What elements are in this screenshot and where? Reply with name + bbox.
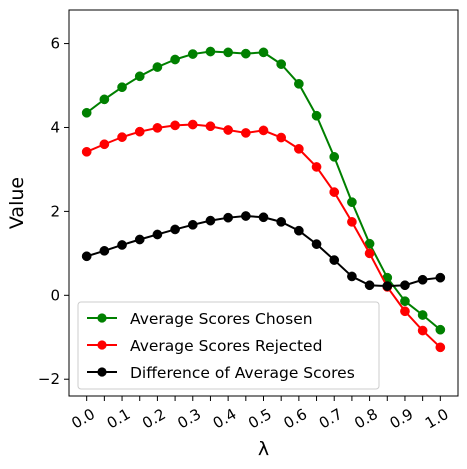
legend-entry-1: Average Scores Chosen (130, 310, 313, 328)
data-point (294, 225, 304, 236)
data-point (223, 47, 233, 58)
legend-marker-1 (97, 313, 107, 323)
data-point (187, 119, 198, 130)
data-point (240, 128, 251, 138)
data-point (152, 123, 163, 133)
data-point (152, 229, 163, 240)
data-point (240, 48, 251, 59)
data-point (134, 234, 145, 245)
y-axis-ticks: −2 0 2 4 6 (38, 35, 69, 388)
data-point (81, 146, 92, 157)
data-point (258, 47, 269, 58)
x-axis-label: λ (258, 438, 269, 460)
data-point (347, 217, 357, 227)
data-point (170, 120, 180, 131)
data-point (117, 132, 127, 142)
data-point (311, 162, 322, 172)
data-point (329, 187, 340, 197)
data-point (223, 125, 233, 135)
data-point (187, 49, 198, 59)
data-point (311, 110, 322, 121)
data-point (152, 62, 163, 72)
data-point (329, 255, 340, 265)
x-tick-label: 0.4 (210, 405, 240, 433)
data-point (435, 272, 446, 283)
x-tick-label: 0.0 (68, 405, 98, 433)
data-point (170, 54, 180, 65)
data-point (400, 280, 410, 291)
data-point (223, 212, 233, 223)
data-point (382, 281, 393, 291)
data-point (99, 139, 110, 150)
data-point (276, 132, 287, 143)
data-point (117, 240, 127, 250)
x-tick-label: 0.1 (104, 405, 134, 433)
data-point (99, 94, 110, 105)
data-point (99, 245, 110, 256)
data-point (276, 59, 287, 69)
data-point (134, 71, 145, 82)
data-point (205, 215, 216, 226)
data-point (435, 342, 446, 353)
data-point (205, 121, 216, 132)
data-point (347, 271, 357, 282)
y-tick-label: 4 (50, 118, 60, 136)
legend-box (77, 301, 380, 390)
data-point (435, 324, 446, 335)
data-point (276, 217, 287, 227)
data-point (117, 82, 127, 93)
data-point (400, 296, 410, 307)
y-tick-label: −2 (38, 370, 60, 388)
y-tick-label: 6 (50, 35, 60, 53)
data-point (240, 211, 251, 221)
series-2 (81, 119, 446, 353)
plot-area (81, 46, 446, 353)
y-tick-label: 2 (50, 202, 60, 220)
legend-entry-2: Average Scores Rejected (130, 337, 322, 355)
data-point (258, 212, 269, 223)
x-axis-ticks: 0.0 0.1 0.2 0.3 0.4 0.5 0.6 0.7 0.8 0.9 1.0 (68, 396, 452, 433)
data-point (364, 280, 375, 291)
legend-entry-3: Difference of Average Scores (130, 364, 355, 382)
series-3 (81, 211, 446, 291)
x-tick-label: 1.0 (422, 405, 452, 433)
x-tick-label: 0.3 (174, 405, 204, 433)
data-point (134, 126, 145, 137)
data-point (364, 248, 375, 259)
legend: Average Scores Chosen Average Scores Reje… (77, 301, 380, 390)
series-1 (81, 46, 446, 335)
y-axis-label: Value (6, 177, 28, 229)
x-tick-label: 0.5 (245, 405, 275, 433)
data-point (329, 151, 340, 162)
legend-marker-2 (97, 340, 107, 350)
legend-marker-3 (97, 367, 107, 377)
data-point (187, 219, 198, 230)
x-tick-label: 0.7 (316, 405, 346, 433)
x-tick-label: 0.2 (139, 405, 169, 433)
data-point (311, 239, 322, 249)
x-tick-label: 0.8 (351, 405, 381, 433)
data-point (294, 78, 304, 89)
data-point (258, 125, 269, 136)
data-point (170, 224, 180, 235)
data-point (294, 144, 304, 154)
data-point (347, 197, 357, 208)
data-point (81, 251, 92, 262)
x-tick-label: 0.9 (387, 405, 417, 433)
data-point (417, 325, 428, 336)
data-point (417, 310, 428, 320)
x-tick-label: 0.6 (281, 405, 311, 433)
data-point (400, 306, 410, 317)
y-tick-label: 0 (50, 286, 60, 304)
data-point (417, 274, 428, 285)
data-point (81, 107, 92, 118)
data-point (205, 46, 216, 57)
